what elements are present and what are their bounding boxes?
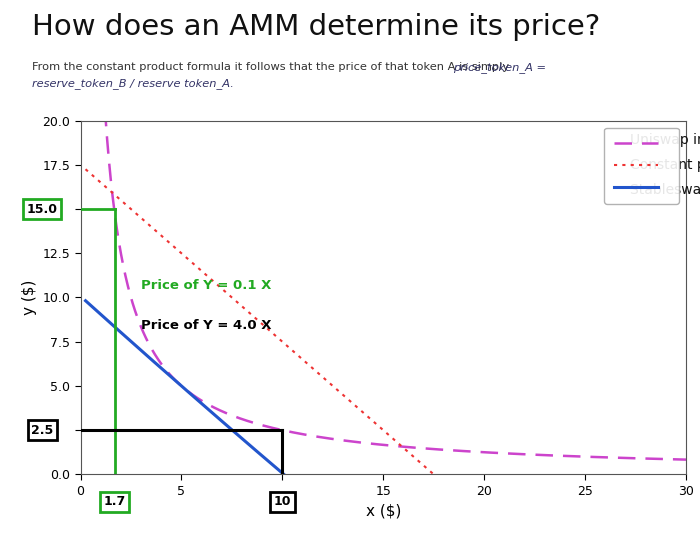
Text: Constant price = 1.0 (: Constant price = 1.0 ( — [630, 158, 700, 172]
Y-axis label: y ($): y ($) — [22, 280, 36, 315]
Legend: , , : , , — [604, 128, 679, 204]
Text: reserve_token_B / reserve token_A.: reserve_token_B / reserve token_A. — [32, 78, 233, 88]
Text: From the constant product formula it follows that the price of that token A is s: From the constant product formula it fol… — [32, 62, 512, 72]
Text: price_token_A =: price_token_A = — [453, 62, 546, 72]
Text: Uniswap invariant (: Uniswap invariant ( — [630, 133, 700, 147]
Text: 15.0: 15.0 — [27, 203, 57, 215]
Text: Price of Y = 0.1 X: Price of Y = 0.1 X — [141, 279, 272, 292]
Text: Stableswap invariant: Stableswap invariant — [630, 183, 700, 197]
X-axis label: x ($): x ($) — [365, 503, 401, 518]
Text: 10: 10 — [274, 495, 291, 508]
Text: Price of Y = 4.0 X: Price of Y = 4.0 X — [141, 319, 272, 332]
Text: 2.5: 2.5 — [31, 423, 53, 437]
Text: 1.7: 1.7 — [104, 495, 126, 508]
Text: How does an AMM determine its price?: How does an AMM determine its price? — [32, 13, 600, 41]
